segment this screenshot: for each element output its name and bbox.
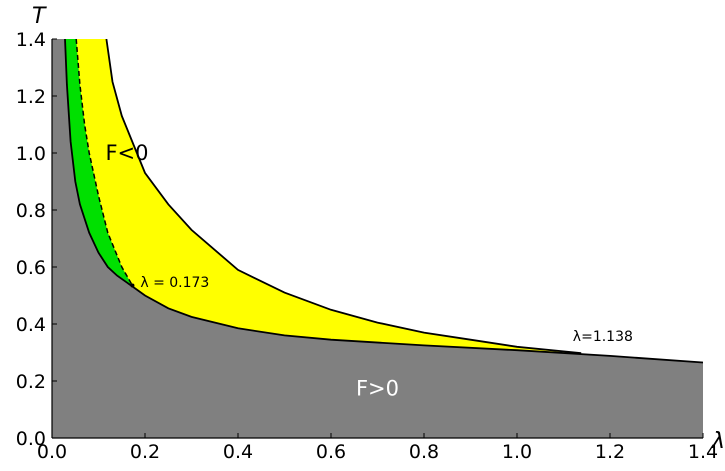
x-axis-label: λ <box>711 429 725 454</box>
lambda-annotation: λ = 0.173 <box>140 275 209 291</box>
tick-labels: 0.0 0.2 0.4 0.6 0.8 1.0 1.2 1.4 0.0 0.2 0.4 0.6 0.8 1… <box>16 29 718 463</box>
x-tick-label: 0.2 <box>130 441 160 463</box>
y-tick-label: 0.6 <box>16 257 46 279</box>
region-green <box>65 39 133 286</box>
region-label-negative: F<0 <box>105 141 148 165</box>
upper-boundary-curve <box>105 39 582 354</box>
region-f-positive <box>52 39 703 438</box>
lambda-annotation: λ=1.138 <box>573 329 633 345</box>
y-tick-label: 0.8 <box>16 200 46 222</box>
annotations: F<0 F>0 λ = 0.173 λ=1.138 <box>105 141 632 400</box>
axes <box>51 38 704 439</box>
y-tick-label: 0.0 <box>16 428 46 450</box>
dashed-curve <box>75 39 134 286</box>
x-tick-label: 0.4 <box>223 441 253 463</box>
region-label-positive: F>0 <box>356 376 399 400</box>
y-tick-label: 1.4 <box>16 29 46 51</box>
x-tick-label: 1.2 <box>595 441 625 463</box>
x-tick-label: 0.0 <box>37 441 67 463</box>
plot-curves <box>64 39 703 364</box>
x-tick-label: 0.8 <box>409 441 439 463</box>
y-tick-label: 1.2 <box>16 86 46 108</box>
y-tick-label: 0.2 <box>16 371 46 393</box>
y-tick-label: 1.0 <box>16 143 46 165</box>
y-tick-label: 0.4 <box>16 314 46 336</box>
region-yellow <box>65 39 582 354</box>
y-axis-label: T <box>32 4 47 29</box>
lower-boundary-curve <box>64 39 703 364</box>
lambda-marker-point <box>130 283 135 288</box>
x-tick-label: 1.0 <box>502 441 532 463</box>
x-tick-label: 0.6 <box>316 441 346 463</box>
plot-regions <box>52 39 703 438</box>
x-tick-label: 1.4 <box>688 441 718 463</box>
